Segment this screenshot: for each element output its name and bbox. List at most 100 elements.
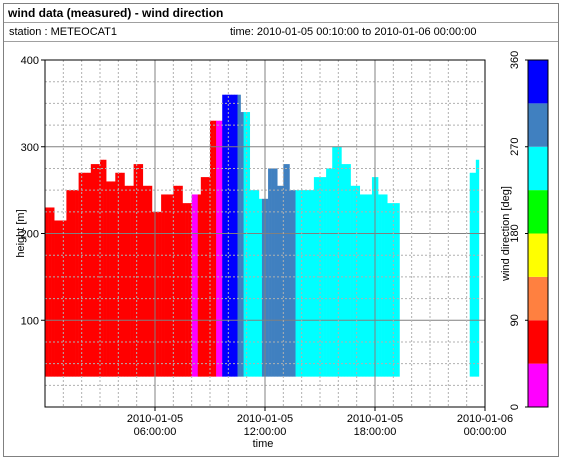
colorbar-bin — [528, 190, 548, 234]
data-column — [158, 211, 162, 377]
data-column — [243, 112, 247, 377]
data-column — [87, 172, 92, 377]
data-column — [51, 207, 55, 377]
colorbar-tick-label: 360 — [509, 51, 521, 69]
data-column — [136, 164, 141, 377]
data-column — [298, 190, 302, 377]
colorbar-bin — [528, 276, 548, 321]
data-column — [384, 194, 388, 377]
data-column — [313, 177, 318, 377]
y-tick-label: 100 — [21, 315, 39, 327]
colorbar-bin — [528, 60, 548, 104]
data-column — [75, 190, 79, 377]
data-column — [469, 172, 474, 377]
colorbar-tick-label: 180 — [509, 224, 521, 242]
data-column — [240, 112, 244, 377]
colorbar-bin — [528, 146, 548, 191]
data-column — [375, 177, 379, 377]
data-column — [194, 194, 199, 377]
data-column — [185, 203, 189, 377]
data-column — [341, 164, 345, 377]
data-column — [179, 185, 183, 377]
data-column — [268, 168, 272, 377]
data-column — [133, 164, 137, 377]
data-column — [222, 94, 226, 377]
data-column — [90, 164, 95, 377]
data-column — [326, 168, 330, 377]
data-column — [277, 185, 281, 377]
data-column — [252, 190, 257, 377]
data-column — [118, 172, 122, 377]
data-column — [344, 164, 348, 377]
data-column — [368, 194, 373, 377]
y-axis-label: height [m] — [15, 209, 27, 257]
data-column — [170, 194, 174, 377]
data-column — [289, 190, 293, 377]
data-column — [103, 159, 107, 377]
data-column — [292, 190, 296, 377]
data-column — [234, 94, 238, 377]
data-column — [249, 190, 254, 377]
data-column — [106, 181, 110, 377]
data-column — [96, 164, 101, 377]
data-column — [323, 177, 327, 377]
data-column — [378, 194, 382, 377]
data-column — [390, 203, 394, 377]
data-column — [261, 198, 266, 377]
data-column — [173, 185, 177, 377]
y-tick-label: 300 — [21, 142, 39, 154]
data-column — [332, 146, 336, 377]
data-column — [109, 181, 113, 377]
colorbar-bin — [528, 103, 548, 147]
data-column — [121, 172, 125, 377]
data-column — [216, 120, 220, 377]
data-column — [182, 203, 186, 377]
data-column — [307, 190, 312, 377]
y-tick-label: 200 — [21, 229, 39, 241]
data-column — [151, 211, 156, 377]
data-column — [396, 203, 400, 377]
data-column — [148, 185, 153, 377]
data-column — [356, 185, 361, 377]
window-title: wind data (measured) - wind direction — [8, 6, 224, 20]
x-tick-label-date: 2010-01-05 — [347, 413, 403, 425]
data-column — [228, 94, 232, 377]
data-column — [100, 159, 104, 377]
y-tick-label: 400 — [21, 55, 39, 67]
data-column — [310, 190, 315, 377]
data-column — [197, 194, 202, 377]
data-column — [255, 190, 260, 377]
data-column — [359, 194, 364, 377]
data-column — [304, 190, 309, 377]
data-column — [280, 185, 284, 377]
data-column — [237, 94, 241, 377]
data-column — [93, 164, 98, 377]
data-column — [124, 185, 128, 377]
data-column — [353, 185, 357, 377]
data-column — [286, 164, 290, 377]
data-column — [329, 168, 333, 377]
data-column — [338, 146, 342, 377]
data-column — [127, 185, 131, 377]
data-column — [115, 172, 119, 377]
data-column — [191, 194, 196, 377]
data-column — [155, 211, 159, 377]
data-column — [387, 203, 391, 377]
data-column — [206, 177, 211, 377]
x-axis-label: time — [253, 438, 274, 450]
data-column — [347, 164, 351, 377]
x-tick-label-date: 2010-01-06 — [457, 413, 513, 425]
data-column — [265, 198, 269, 377]
data-column — [381, 194, 385, 377]
data-column — [130, 185, 134, 377]
data-column — [350, 185, 354, 377]
colorbar-tick-label: 0 — [509, 404, 521, 410]
data-column — [164, 194, 168, 377]
data-column — [258, 198, 263, 377]
x-tick-label-time: 18:00:00 — [354, 426, 397, 438]
info-bar: station : METEOCAT1 time: 2010-01-05 00:… — [4, 23, 558, 42]
data-column — [246, 112, 251, 377]
data-column — [145, 185, 150, 377]
data-column — [213, 120, 217, 377]
data-column — [176, 185, 180, 377]
